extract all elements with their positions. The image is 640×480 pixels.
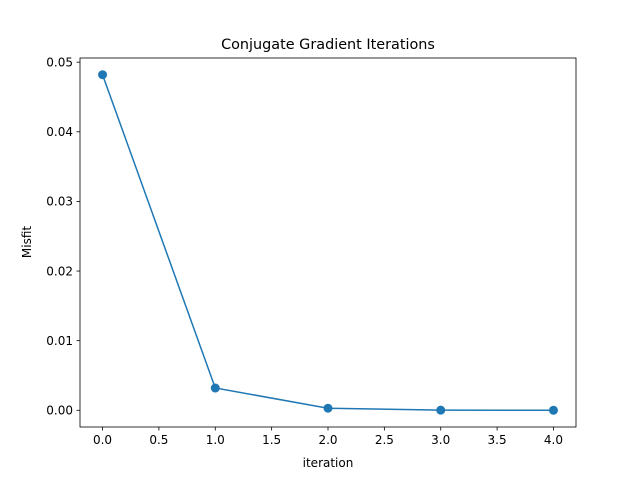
data-point	[210, 383, 220, 393]
x-tick-label: 0.0	[93, 433, 112, 447]
x-tick-label: 2.5	[375, 433, 394, 447]
x-tick-label: 1.0	[206, 433, 225, 447]
data-point	[98, 70, 108, 80]
data-point	[436, 405, 446, 415]
chart-title: Conjugate Gradient Iterations	[221, 37, 435, 53]
x-tick-label: 0.5	[149, 433, 168, 447]
axes-frame	[79, 57, 577, 428]
x-axis-label: iteration	[303, 456, 354, 470]
x-tick-label: 1.5	[262, 433, 281, 447]
y-tick-label: 0.02	[46, 264, 73, 278]
y-axis-label: Misfit	[20, 226, 34, 258]
data-point	[548, 405, 558, 415]
x-tick-label: 3.5	[488, 433, 507, 447]
y-tick-label: 0.03	[46, 195, 73, 209]
y-tick-label: 0.05	[46, 55, 73, 69]
x-tick-label: 4.0	[544, 433, 563, 447]
data-point	[323, 403, 333, 413]
y-tick-label: 0.01	[46, 334, 73, 348]
y-tick-label: 0.00	[46, 404, 73, 418]
series-line	[101, 74, 554, 412]
x-tick-label: 2.0	[318, 433, 337, 447]
x-axis: 0.0 0.5 1.0 1.5 2.0 2.5 3.0 3.5 4.0	[93, 427, 563, 447]
y-tick-label: 0.04	[46, 125, 73, 139]
y-axis: 0.00 0.01 0.02 0.03 0.04 0.05	[46, 55, 80, 418]
plot-area	[98, 70, 558, 415]
x-tick-label: 3.0	[431, 433, 450, 447]
